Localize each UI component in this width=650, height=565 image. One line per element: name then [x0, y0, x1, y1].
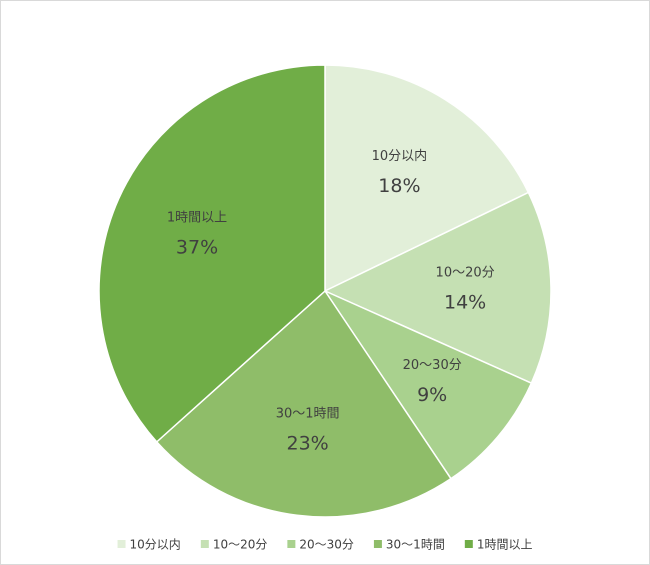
slice-value-label: 37%	[176, 236, 218, 258]
slice-value-label: 14%	[444, 291, 486, 313]
pie-slice	[322, 289, 533, 480]
legend-swatch	[117, 540, 126, 548]
legend-swatch	[200, 540, 209, 548]
slice-category-label: 20〜30分	[403, 358, 462, 373]
slice-value-label: 9%	[417, 384, 447, 406]
legend-label: 1時間以上	[477, 538, 533, 552]
slice-value-label: 18%	[378, 175, 420, 197]
legend: 10分以内 10〜20分 20〜30分 30〜1時間 1時間以上	[117, 538, 533, 552]
slice-category-label: 10分以内	[372, 148, 428, 164]
legend-label: 30〜1時間	[386, 538, 445, 552]
slice-category-label: 1時間以上	[167, 210, 227, 225]
legend-swatch	[373, 540, 382, 548]
legend-swatch	[287, 540, 296, 548]
slice-value-label: 23%	[286, 433, 328, 455]
legend-label: 10分以内	[130, 538, 181, 552]
pie-slice	[323, 191, 552, 385]
legend-swatch	[464, 540, 473, 548]
pie-slice	[155, 289, 452, 518]
slice-category-label: 10〜20分	[436, 265, 495, 280]
slice-category-label: 30〜1時間	[276, 407, 340, 422]
legend-label: 10〜20分	[213, 538, 268, 552]
pie-slice	[324, 64, 530, 293]
legend-label: 20〜30分	[299, 538, 354, 552]
pie-slice	[98, 64, 326, 443]
